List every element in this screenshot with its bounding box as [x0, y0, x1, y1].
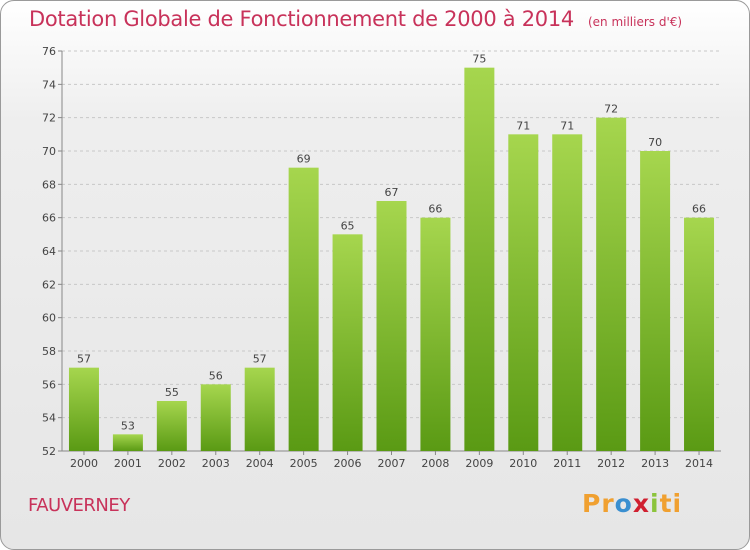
y-tick-label-64: 64: [42, 245, 56, 258]
value-label-2001: 53: [121, 419, 135, 432]
x-tick-label-2008: 2008: [421, 457, 449, 470]
x-tick-label-2002: 2002: [158, 457, 186, 470]
x-tick-label-2000: 2000: [70, 457, 98, 470]
value-label-2013: 70: [648, 136, 662, 149]
logo-part-3: x: [632, 489, 650, 518]
y-tick-label-74: 74: [42, 78, 56, 91]
y-tick-label-68: 68: [42, 178, 56, 191]
value-label-2003: 56: [209, 369, 223, 382]
value-label-2008: 66: [428, 203, 442, 216]
y-tick-label-66: 66: [42, 212, 56, 225]
x-tick-label-2013: 2013: [641, 457, 669, 470]
bar-2009: [464, 67, 495, 452]
chart-title: Dotation Globale de Fonctionnement de 20…: [29, 7, 682, 31]
bar-2012: [596, 117, 627, 452]
bar-2011: [552, 134, 583, 452]
bar-2005: [288, 167, 319, 451]
value-label-2009: 75: [472, 53, 486, 66]
y-tick-label-70: 70: [42, 145, 56, 158]
logo-part-1: Pr: [582, 489, 615, 518]
y-tick-label-58: 58: [42, 345, 56, 358]
y-tick-label-76: 76: [42, 45, 56, 58]
y-tick-label-62: 62: [42, 278, 56, 291]
proxiti-logo: Proxiti: [582, 489, 682, 518]
x-tick-label-2009: 2009: [465, 457, 493, 470]
x-tick-label-2003: 2003: [202, 457, 230, 470]
x-tick-label-2014: 2014: [685, 457, 713, 470]
bars: [68, 67, 715, 452]
x-tick-label-2010: 2010: [509, 457, 537, 470]
value-label-2014: 66: [692, 203, 706, 216]
y-tick-label-52: 52: [42, 445, 56, 458]
bar-2004: [244, 367, 275, 451]
x-tick-label-2004: 2004: [246, 457, 274, 470]
bar-2002: [156, 401, 187, 451]
bar-2007: [376, 201, 407, 451]
bar-2010: [508, 134, 539, 452]
x-tick-label-2006: 2006: [334, 457, 362, 470]
bar-2001: [112, 434, 143, 451]
x-tick-label-2005: 2005: [290, 457, 318, 470]
y-tick-label-56: 56: [42, 378, 56, 391]
logo-part-5: ti: [659, 489, 683, 518]
value-label-2011: 71: [560, 119, 574, 132]
bar-2014: [684, 217, 715, 451]
bar-2000: [68, 367, 99, 451]
chart-subtitle: (en milliers d'€): [587, 15, 683, 29]
logo-part-4: i: [649, 489, 660, 518]
bar-2006: [332, 234, 363, 451]
value-label-2002: 55: [165, 386, 179, 399]
bar-2013: [640, 151, 671, 451]
value-label-2004: 57: [253, 353, 267, 366]
commune-name: FAUVERNEY: [28, 495, 130, 516]
x-tick-label-2012: 2012: [597, 457, 625, 470]
x-tick-label-2007: 2007: [378, 457, 406, 470]
x-tick-label-2011: 2011: [553, 457, 581, 470]
value-label-2010: 71: [516, 119, 530, 132]
y-tick-label-60: 60: [42, 312, 56, 325]
value-label-2005: 69: [297, 153, 311, 166]
value-label-2007: 67: [385, 186, 399, 199]
title-text: Dotation Globale de Fonctionnement de 20…: [29, 7, 574, 31]
bar-2008: [420, 217, 451, 451]
bar-2003: [200, 384, 231, 451]
value-label-2000: 57: [77, 353, 91, 366]
logo-part-2: o: [614, 489, 633, 518]
x-tick-label-2001: 2001: [114, 457, 142, 470]
value-label-2006: 65: [341, 219, 355, 232]
value-label-2012: 72: [604, 103, 618, 116]
y-tick-label-72: 72: [42, 112, 56, 125]
labels: 57 53 55 56 57 69 65 67 66 75 71 71 72 70 66: [77, 53, 706, 433]
y-tick-label-54: 54: [42, 412, 56, 425]
